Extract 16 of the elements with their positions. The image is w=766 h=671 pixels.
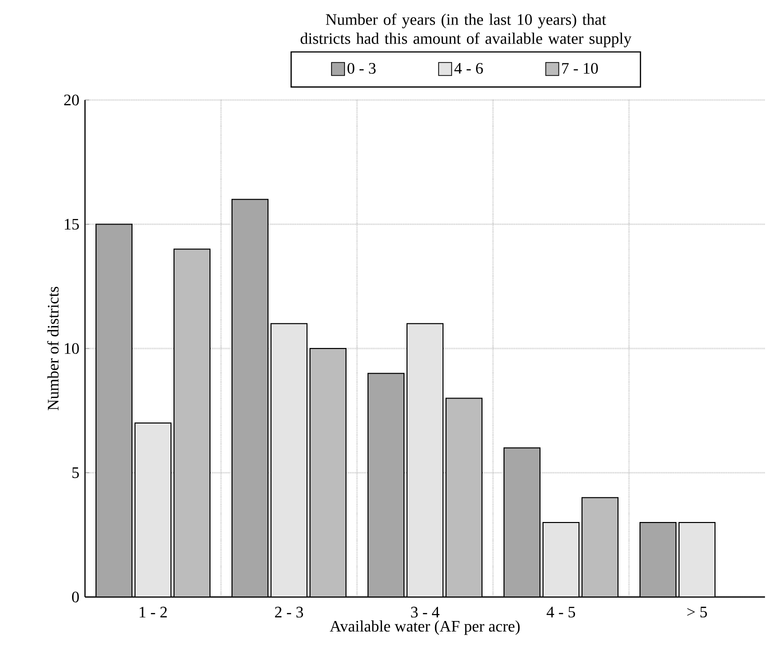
legend-label: 7 - 10 (562, 62, 598, 74)
x-tick-label: 3 - 4 (411, 606, 440, 618)
y-tick-label: 20 (64, 94, 79, 106)
y-axis-title: Number of districts (47, 286, 59, 410)
x-tick-label: 1 - 2 (140, 606, 167, 618)
y-tick-label: 10 (64, 343, 79, 354)
y-tick-label: 5 (72, 467, 79, 478)
legend-label: 0 - 3 (348, 62, 376, 74)
y-tick-label: 15 (64, 218, 79, 230)
x-tick-label: > 5 (687, 606, 707, 618)
x-tick-label: 2 - 3 (275, 606, 304, 618)
legend-label: 4 - 6 (454, 62, 483, 74)
legend-title: Number of years (in the last 10 years) that districts had this amount of available water supply (300, 14, 632, 48)
x-tick-label: 4 - 5 (546, 606, 576, 618)
y-tick-label: 0 (72, 592, 79, 602)
x-axis-title: Available water (AF per acre) (330, 620, 520, 635)
